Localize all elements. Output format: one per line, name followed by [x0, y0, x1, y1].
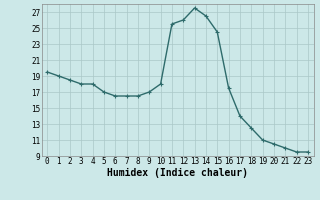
X-axis label: Humidex (Indice chaleur): Humidex (Indice chaleur): [107, 168, 248, 178]
